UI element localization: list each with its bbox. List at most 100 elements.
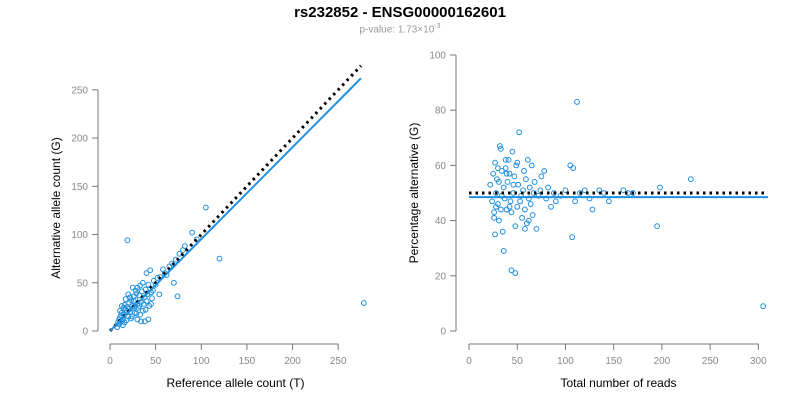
right-data-point (523, 176, 529, 183)
right-data-point (517, 198, 524, 205)
left-data-point (216, 255, 223, 262)
right-data-point (497, 206, 504, 213)
right-data-point (512, 270, 519, 276)
right-data-point (657, 184, 663, 191)
left-data-point (119, 322, 126, 329)
left-fit-line (109, 77, 362, 332)
right-data-point (508, 267, 515, 274)
left-data-point (174, 293, 181, 300)
chart-title: rs232852 - ENSG00000162601 (294, 4, 506, 21)
right-data-point (605, 198, 612, 205)
left-data-point (139, 279, 146, 286)
right-data-point (581, 187, 588, 194)
right-data-point (487, 181, 494, 188)
right-data-point (522, 206, 528, 213)
left-x-tick-label: 200 (284, 356, 301, 367)
right-data-point (569, 234, 576, 241)
left-data-point (360, 300, 367, 306)
right-data-point (504, 179, 511, 185)
left-data-point (147, 267, 154, 274)
right-data-point (526, 184, 533, 191)
right-data-point (497, 145, 504, 152)
right-data-point (548, 203, 554, 210)
right-data-point (760, 303, 767, 310)
right-data-point (495, 165, 501, 172)
left-data-point (129, 313, 135, 320)
right-data-point (586, 195, 593, 202)
right-y-tick-label: 100 (429, 51, 446, 62)
right-data-point (537, 187, 544, 194)
right-plot: 0 50 100 150 200 250 300 0 20 40 60 80 100 Total numb… (407, 51, 768, 390)
right-data-point (503, 206, 510, 213)
left-y-tick-label: 150 (71, 182, 88, 193)
right-y-tick-label: 60 (435, 161, 447, 172)
left-y-tick-label: 250 (71, 85, 88, 96)
left-data-point (148, 301, 154, 307)
left-y-tick-label: 50 (77, 278, 89, 289)
left-data-point (128, 297, 134, 304)
right-data-point (545, 184, 551, 191)
right-data-point (492, 231, 498, 238)
right-data-point (527, 201, 534, 207)
left-data-point (117, 307, 123, 314)
p-value-exponent: -3 (434, 23, 441, 30)
left-data-point (202, 204, 209, 211)
left-x-tick-label: 50 (150, 356, 162, 367)
right-data-point (496, 179, 502, 185)
left-data-point (115, 319, 122, 326)
right-data-point (491, 209, 497, 216)
right-data-point (502, 156, 509, 163)
right-y-tick-label: 20 (435, 271, 447, 282)
right-data-point (552, 198, 559, 205)
right-y-axis-title: Percentage alternative (G) (407, 123, 421, 264)
right-data-point (509, 148, 516, 155)
right-data-point (550, 190, 557, 196)
left-data-point (189, 229, 196, 236)
left-x-tick-label: 100 (193, 356, 210, 367)
left-data-point (132, 287, 139, 294)
left-reference-line (108, 64, 363, 333)
right-data-point (567, 162, 574, 169)
right-x-axis-title: Total number of reads (560, 376, 676, 390)
right-data-point (533, 225, 540, 232)
right-data-point (489, 198, 496, 205)
right-data-point (525, 217, 532, 224)
left-data-point (125, 291, 132, 298)
right-data-point (543, 195, 550, 202)
left-data-point (137, 311, 144, 318)
right-data-point (538, 173, 545, 180)
left-y-tick-label: 100 (71, 230, 88, 241)
right-data-point (620, 187, 627, 194)
right-data-point (490, 170, 497, 177)
right-data-point (496, 143, 503, 149)
right-x-tick-label: 0 (466, 356, 472, 367)
left-y-tick-label: 200 (71, 134, 88, 145)
right-x-tick-label: 100 (557, 356, 574, 367)
left-x-tick-label: 150 (239, 356, 256, 367)
right-x-tick-label: 200 (654, 356, 671, 367)
right-data-point (500, 184, 507, 191)
right-data-point (531, 179, 538, 185)
right-data-point (506, 203, 513, 210)
right-x-tick-label: 250 (702, 356, 719, 367)
left-data-point (181, 243, 188, 250)
right-data-point (493, 203, 499, 210)
right-y-tick-label: 0 (440, 327, 446, 338)
left-data-point (142, 306, 149, 313)
left-data-point (127, 294, 133, 301)
left-data-point (193, 236, 200, 243)
left-plot: 0 50 100 150 200 250 0 50 100 150 200 250 Reference … (49, 64, 367, 390)
right-data-point (515, 181, 522, 188)
right-data-point (498, 168, 505, 174)
right-data-point (516, 129, 523, 136)
right-data-point (508, 209, 515, 216)
right-data-point (493, 190, 499, 196)
right-data-point (492, 159, 498, 166)
right-data-point (496, 217, 502, 224)
right-x-tick-label: 150 (605, 356, 622, 367)
right-data-point (541, 168, 548, 174)
left-x-tick-label: 250 (330, 356, 347, 367)
right-y-tick-label: 40 (435, 216, 447, 227)
right-data-point (529, 212, 536, 218)
